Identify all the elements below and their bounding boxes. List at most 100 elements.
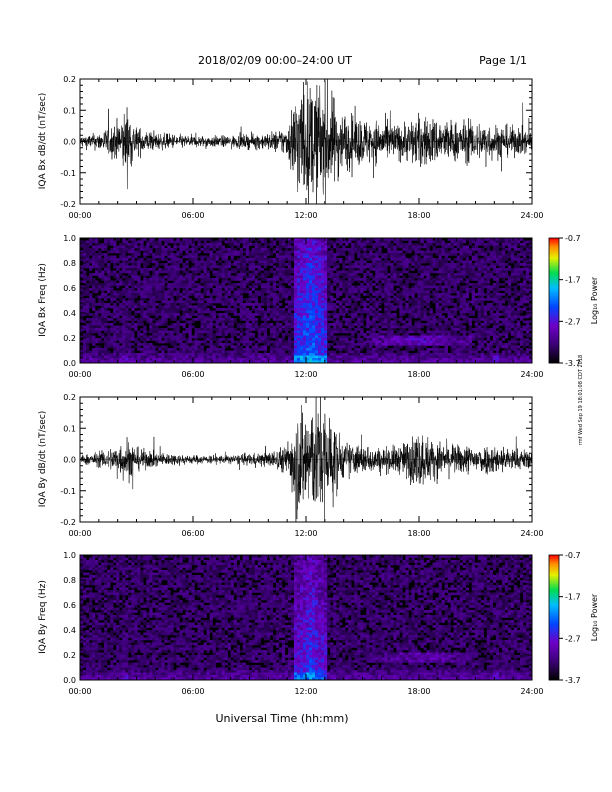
spectrogram-cell xyxy=(360,310,364,314)
spectrogram-cell xyxy=(309,283,313,286)
spectrogram-cell xyxy=(176,328,180,331)
spectrogram-cell xyxy=(164,335,168,339)
spectrogram-cell xyxy=(197,313,201,316)
spectrogram-cell xyxy=(248,315,253,319)
spectrogram-cell xyxy=(146,350,150,354)
spectrogram-cell xyxy=(80,290,84,294)
spectrogram-cell xyxy=(98,250,102,254)
spectrogram-cell xyxy=(140,295,144,299)
spectrogram-cell xyxy=(131,270,135,274)
spectrogram-cell xyxy=(182,293,186,296)
spectrogram-cell xyxy=(140,333,144,336)
spectrogram-cell xyxy=(203,315,207,319)
spectrogram-cell xyxy=(324,310,328,314)
spectrogram-cell xyxy=(137,258,141,261)
spectrogram-cell xyxy=(284,268,289,271)
spectrogram-cell xyxy=(396,253,400,256)
spectrogram-cell xyxy=(131,325,135,329)
spectrogram-cell xyxy=(80,275,84,279)
spectrogram-cell xyxy=(173,243,177,246)
spectrogram-cell xyxy=(263,253,268,256)
spectrogram-cell xyxy=(312,320,316,324)
spectrogram-cell xyxy=(101,350,105,354)
spectrogram-cell xyxy=(245,355,250,359)
spectrogram-cell xyxy=(215,325,219,329)
spectrogram-cell xyxy=(149,298,153,301)
spectrogram-cell xyxy=(197,335,201,339)
spectrogram-cell xyxy=(432,313,436,316)
spectrogram-cell xyxy=(318,323,322,326)
spectrogram-cell xyxy=(170,255,174,259)
spectrogram-cell xyxy=(242,343,247,346)
spectrogram-cell xyxy=(324,288,328,291)
spectrogram-cell xyxy=(83,250,87,254)
spectrogram-cell xyxy=(387,255,391,259)
spectrogram-cell xyxy=(254,280,259,284)
spectrogram-cell xyxy=(149,348,153,351)
spectrogram-cell xyxy=(269,278,274,281)
spectrogram-cell xyxy=(254,293,259,296)
spectrogram-cell xyxy=(152,308,156,311)
spectrogram-cell xyxy=(284,250,289,254)
spectrogram-cell xyxy=(224,313,228,316)
spectrogram-cell xyxy=(206,293,210,296)
spectrogram-cell xyxy=(107,283,111,286)
spectrogram-cell xyxy=(315,315,319,319)
spectrogram-cell xyxy=(342,285,346,289)
spectrogram-cell xyxy=(212,288,216,291)
spectrogram-cell xyxy=(203,275,207,279)
spectrogram-cell xyxy=(107,263,111,266)
spectrogram-cell xyxy=(269,333,274,336)
spectrogram-cell xyxy=(161,278,165,281)
spectrogram-cell xyxy=(333,315,337,319)
spectrogram-cell xyxy=(315,288,319,291)
spectrogram-cell xyxy=(221,315,225,319)
spectrogram-cell xyxy=(360,338,364,341)
spectrogram-cell xyxy=(375,310,379,314)
spectrogram-cell xyxy=(251,255,256,259)
spectrogram-cell xyxy=(321,243,325,246)
spectrogram-cell xyxy=(254,308,259,311)
spectrogram-cell xyxy=(176,358,180,361)
spectrogram-cell xyxy=(306,288,310,291)
spectrogram-cell xyxy=(131,250,135,254)
spectrogram-cell xyxy=(342,338,346,341)
spectrogram-cell xyxy=(236,323,240,326)
spectrogram-cell xyxy=(248,273,253,276)
spectrogram-cell xyxy=(212,283,216,286)
spectrogram-cell xyxy=(191,310,195,314)
spectrogram-cell xyxy=(414,265,418,269)
spectrogram-cell xyxy=(110,238,114,241)
spectrogram-cell xyxy=(420,305,424,309)
spectrogram-cell xyxy=(414,298,418,301)
spectrogram-cell xyxy=(125,265,129,269)
spectrogram-cell xyxy=(191,248,195,251)
spectrogram-cell xyxy=(182,295,186,299)
spectrogram-cell xyxy=(414,323,418,326)
spectrogram-cell xyxy=(324,345,328,349)
spectrogram-cell xyxy=(254,248,259,251)
spectrogram-cell xyxy=(140,355,144,359)
spectrogram-cell xyxy=(381,353,385,356)
spectrogram-cell xyxy=(309,343,313,346)
spectrogram-cell xyxy=(119,330,123,334)
spectrogram-cell xyxy=(152,285,156,289)
spectrogram-cell xyxy=(110,355,114,359)
spectrogram-cell xyxy=(143,245,147,249)
spectrogram-cell xyxy=(390,283,394,286)
spectrogram-cell xyxy=(152,278,156,281)
spectrogram-cell xyxy=(224,325,228,329)
spectrogram-cell xyxy=(309,268,313,271)
spectrogram-cell xyxy=(387,353,391,356)
spectrogram-cell xyxy=(191,260,195,264)
spectrogram-cell xyxy=(92,303,96,306)
spectrogram-cell xyxy=(372,293,376,296)
spectrogram-cell xyxy=(209,263,213,266)
spectrogram-cell xyxy=(215,263,219,266)
spectrogram-cell xyxy=(188,313,192,316)
spectrogram-cell xyxy=(423,293,427,296)
spectrogram-cell xyxy=(173,343,177,346)
spectrogram-cell xyxy=(324,260,328,264)
spectrogram-cell xyxy=(420,238,424,241)
spectrogram-cell xyxy=(327,338,331,341)
